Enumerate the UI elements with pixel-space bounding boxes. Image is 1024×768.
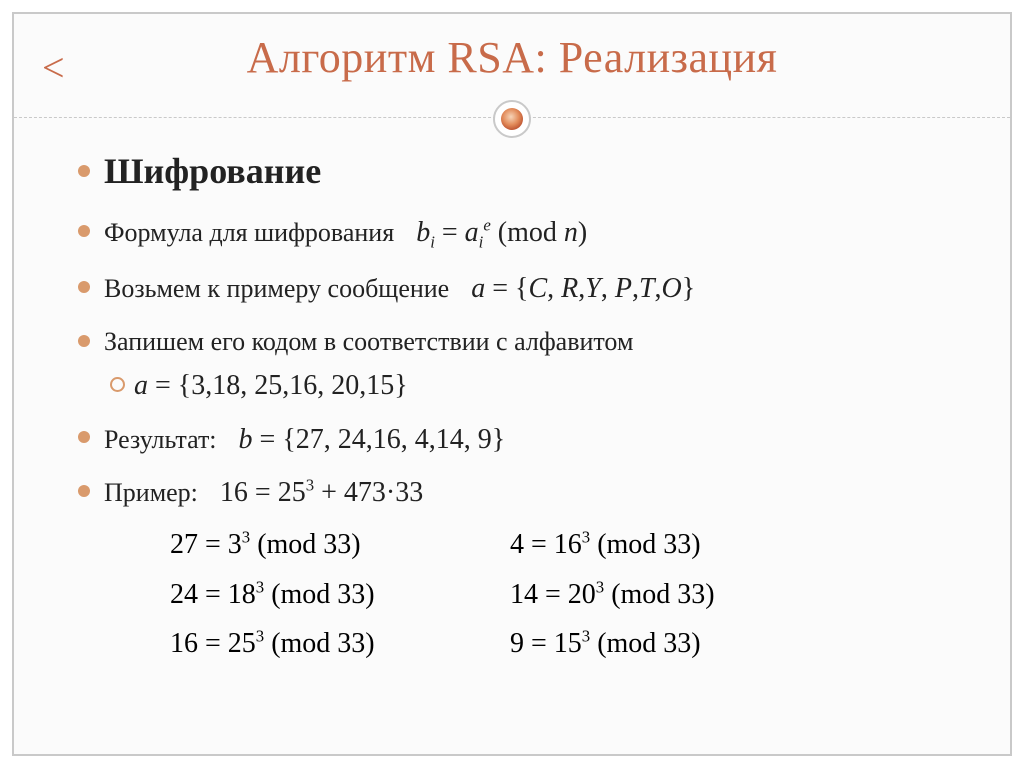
equation-cell: 4 = 163 (mod 33) xyxy=(510,528,850,561)
section-heading: Шифрование xyxy=(74,147,950,196)
orb-icon xyxy=(493,100,531,138)
example-math: 16 = 253 + 473·33 xyxy=(220,474,423,512)
slide-title: Алгоритм RSA: Реализация xyxy=(14,32,1010,83)
formula-math: bi = aie (mod n) xyxy=(416,214,587,254)
message-label: Возьмем к примеру сообщение xyxy=(104,271,449,306)
equations-grid: 27 = 33 (mod 33)4 = 163 (mod 33)24 = 183… xyxy=(74,528,950,660)
bullet-result: Результат: b = {27, 24,16, 4,14, 9} xyxy=(74,421,950,459)
divider xyxy=(14,97,1010,141)
equation-cell: 9 = 153 (mod 33) xyxy=(510,627,850,660)
bullet-example: Пример: 16 = 253 + 473·33 xyxy=(74,474,950,512)
message-math: a = {C, R,Y, P,T,O} xyxy=(471,270,695,308)
slide-content: Шифрование Формула для шифрования bi = a… xyxy=(14,141,1010,660)
title-area: Алгоритм RSA: Реализация xyxy=(14,14,1010,83)
slide-frame: < Алгоритм RSA: Реализация Шифрование Фо… xyxy=(12,12,1012,756)
result-label: Результат: xyxy=(104,422,217,457)
example-label: Пример: xyxy=(104,475,198,510)
bullet-formula: Формула для шифрования bi = aie (mod n) xyxy=(74,214,950,254)
equation-cell: 16 = 253 (mod 33) xyxy=(170,627,510,660)
back-arrow[interactable]: < xyxy=(42,44,65,91)
equation-cell: 14 = 203 (mod 33) xyxy=(510,577,850,610)
result-math: b = {27, 24,16, 4,14, 9} xyxy=(239,421,506,459)
formula-label: Формула для шифрования xyxy=(104,215,394,250)
equation-cell: 27 = 33 (mod 33) xyxy=(170,528,510,561)
bullet-message: Возьмем к примеру сообщение a = {C, R,Y,… xyxy=(74,270,950,308)
bullet-encode: Запишем его кодом в соответствии с алфав… xyxy=(74,324,950,405)
equation-cell: 24 = 183 (mod 33) xyxy=(170,577,510,610)
encode-label: Запишем его кодом в соответствии с алфав… xyxy=(104,327,633,356)
encode-math: a = {3,18, 25,16, 20,15} xyxy=(104,367,950,405)
